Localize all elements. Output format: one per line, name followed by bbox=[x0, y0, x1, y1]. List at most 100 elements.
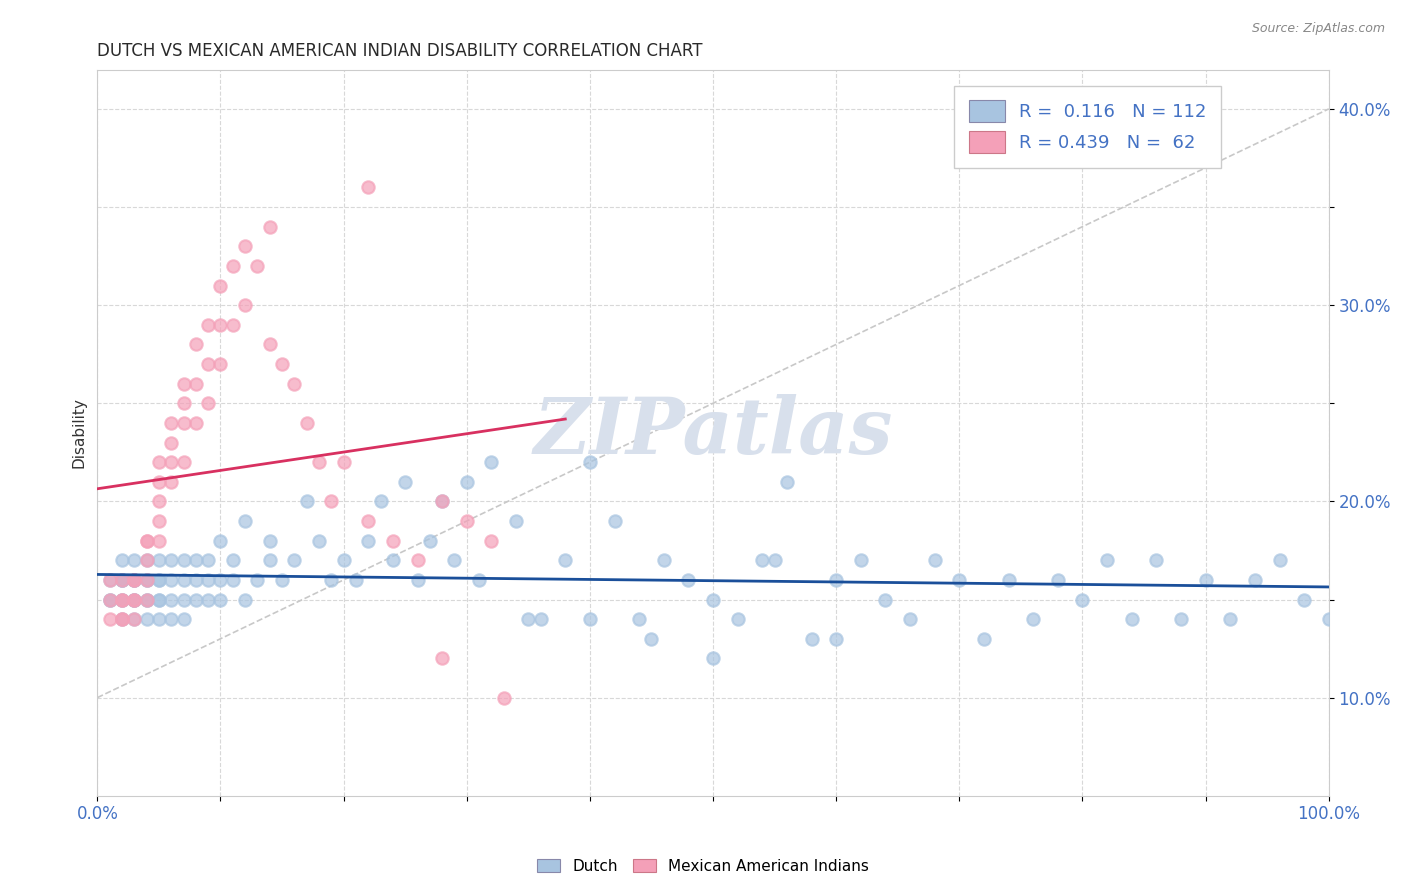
Point bbox=[124, 612, 146, 626]
Point bbox=[246, 573, 269, 587]
Point bbox=[1121, 612, 1143, 626]
Point bbox=[135, 573, 157, 587]
Legend: R =  0.116   N = 112, R = 0.439   N =  62: R = 0.116 N = 112, R = 0.439 N = 62 bbox=[955, 86, 1222, 168]
Point bbox=[111, 573, 134, 587]
Point bbox=[173, 376, 195, 391]
Point bbox=[222, 318, 245, 332]
Point bbox=[209, 318, 232, 332]
Point bbox=[111, 573, 134, 587]
Point bbox=[184, 376, 207, 391]
Point bbox=[321, 494, 343, 508]
Point bbox=[148, 455, 170, 469]
Point bbox=[209, 533, 232, 548]
Point bbox=[98, 592, 121, 607]
Point bbox=[148, 533, 170, 548]
Point bbox=[332, 553, 354, 567]
Point bbox=[456, 514, 478, 528]
Point bbox=[308, 533, 330, 548]
Point bbox=[222, 573, 245, 587]
Point bbox=[579, 612, 602, 626]
Point bbox=[124, 612, 146, 626]
Point bbox=[160, 435, 183, 450]
Point bbox=[825, 632, 848, 646]
Point bbox=[135, 533, 157, 548]
Point bbox=[111, 573, 134, 587]
Point bbox=[259, 553, 281, 567]
Point bbox=[530, 612, 553, 626]
Point bbox=[209, 592, 232, 607]
Point bbox=[233, 514, 256, 528]
Point bbox=[332, 455, 354, 469]
Point bbox=[124, 592, 146, 607]
Point bbox=[579, 455, 602, 469]
Point bbox=[209, 278, 232, 293]
Point bbox=[1194, 573, 1216, 587]
Point bbox=[283, 553, 305, 567]
Point bbox=[135, 533, 157, 548]
Point bbox=[173, 396, 195, 410]
Point bbox=[898, 612, 921, 626]
Point bbox=[430, 494, 453, 508]
Point bbox=[124, 553, 146, 567]
Point bbox=[148, 494, 170, 508]
Point bbox=[456, 475, 478, 489]
Point bbox=[259, 219, 281, 234]
Point bbox=[98, 612, 121, 626]
Point bbox=[148, 514, 170, 528]
Point bbox=[124, 592, 146, 607]
Point bbox=[209, 573, 232, 587]
Point bbox=[271, 357, 294, 371]
Point bbox=[406, 553, 429, 567]
Point bbox=[652, 553, 675, 567]
Point bbox=[222, 259, 245, 273]
Point bbox=[135, 592, 157, 607]
Point bbox=[430, 651, 453, 665]
Point bbox=[973, 632, 995, 646]
Text: Source: ZipAtlas.com: Source: ZipAtlas.com bbox=[1251, 22, 1385, 36]
Point bbox=[184, 416, 207, 430]
Point bbox=[1317, 612, 1340, 626]
Point bbox=[160, 553, 183, 567]
Point bbox=[111, 553, 134, 567]
Point bbox=[135, 573, 157, 587]
Point bbox=[184, 553, 207, 567]
Point bbox=[197, 573, 219, 587]
Point bbox=[800, 632, 823, 646]
Point bbox=[271, 573, 294, 587]
Point bbox=[406, 573, 429, 587]
Point bbox=[776, 475, 799, 489]
Point bbox=[148, 612, 170, 626]
Point bbox=[233, 239, 256, 253]
Point bbox=[825, 573, 848, 587]
Point bbox=[381, 533, 404, 548]
Point bbox=[160, 612, 183, 626]
Point bbox=[1219, 612, 1241, 626]
Point bbox=[197, 553, 219, 567]
Point bbox=[517, 612, 540, 626]
Point bbox=[430, 494, 453, 508]
Point bbox=[160, 416, 183, 430]
Point bbox=[160, 573, 183, 587]
Point bbox=[640, 632, 662, 646]
Point bbox=[135, 612, 157, 626]
Point bbox=[173, 592, 195, 607]
Point bbox=[702, 651, 724, 665]
Point bbox=[124, 573, 146, 587]
Point bbox=[111, 592, 134, 607]
Point bbox=[135, 553, 157, 567]
Point bbox=[875, 592, 897, 607]
Point bbox=[173, 455, 195, 469]
Point bbox=[1071, 592, 1094, 607]
Point bbox=[1244, 573, 1267, 587]
Point bbox=[148, 592, 170, 607]
Point bbox=[160, 592, 183, 607]
Point bbox=[111, 612, 134, 626]
Point bbox=[184, 592, 207, 607]
Point bbox=[222, 553, 245, 567]
Point bbox=[135, 553, 157, 567]
Point bbox=[197, 357, 219, 371]
Point bbox=[1046, 573, 1069, 587]
Point bbox=[124, 573, 146, 587]
Point bbox=[160, 455, 183, 469]
Point bbox=[1294, 592, 1316, 607]
